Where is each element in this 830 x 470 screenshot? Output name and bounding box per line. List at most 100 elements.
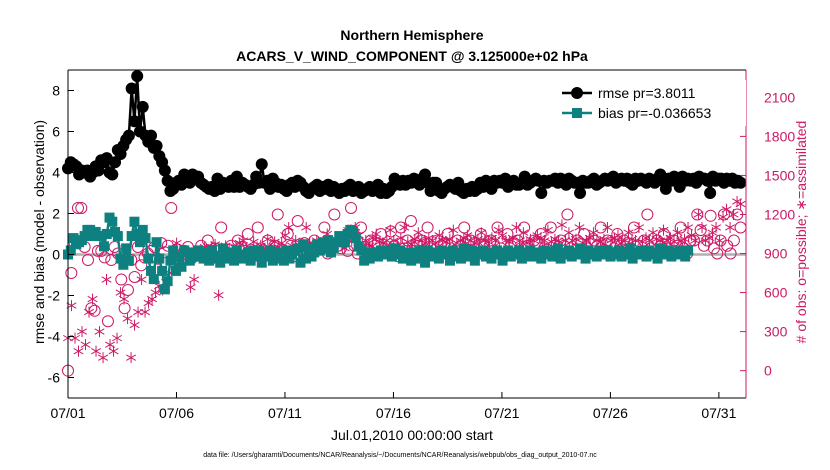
bias-point xyxy=(190,251,201,262)
rmse-point xyxy=(535,187,548,199)
bias-point xyxy=(226,247,237,258)
bias-point xyxy=(118,259,129,270)
bias-point xyxy=(96,231,107,242)
bias-point xyxy=(563,245,574,256)
bias-point xyxy=(497,255,508,266)
rmse-point xyxy=(704,187,717,199)
bias-point xyxy=(555,253,566,264)
obs-possible-point xyxy=(674,221,687,234)
obs-assimilated-point xyxy=(718,211,729,223)
bias-point xyxy=(652,253,663,264)
bias-point xyxy=(245,255,256,266)
obs-assimilated-point xyxy=(728,208,739,220)
obs-possible-point xyxy=(328,208,341,221)
bias-point xyxy=(140,233,151,244)
bias-point xyxy=(170,265,181,276)
bias-point xyxy=(503,245,514,256)
obs-assimilated-point xyxy=(87,293,98,305)
bias-point xyxy=(494,247,505,258)
obs-assimilated-point xyxy=(94,326,105,338)
rmse-series-layer xyxy=(62,70,747,199)
obs-assimilated-point xyxy=(697,221,708,233)
obs-possible-point xyxy=(135,259,148,272)
obs-assimilated-point xyxy=(672,227,683,239)
bias-point xyxy=(406,255,417,266)
obs-assimilated-point xyxy=(140,306,151,318)
bias-point xyxy=(253,245,264,256)
bias-point xyxy=(298,239,309,250)
bias-point xyxy=(420,257,431,268)
bias-point xyxy=(276,247,287,258)
bias-point xyxy=(85,224,96,235)
bias-point xyxy=(278,255,289,266)
bias-point xyxy=(123,255,134,266)
obs-assimilated-point xyxy=(721,203,732,215)
bias-point xyxy=(159,284,170,295)
bias-point xyxy=(320,243,331,254)
obs-assimilated-point xyxy=(98,352,109,364)
y2-tick-label: 1800 xyxy=(764,128,795,144)
bias-point xyxy=(314,245,325,256)
obs-assimilated-point xyxy=(556,219,567,231)
x-tick-label: 07/16 xyxy=(376,405,411,421)
obs-assimilated-point xyxy=(644,235,655,247)
bias-point xyxy=(198,253,209,264)
rmse-point xyxy=(158,164,171,177)
bias-point xyxy=(456,253,467,264)
obs-assimilated-point xyxy=(476,227,487,239)
obs-assimilated-point xyxy=(693,208,704,220)
bias-point xyxy=(442,249,453,260)
rmse-point xyxy=(136,100,149,113)
obs-assimilated-point xyxy=(630,235,641,247)
obs-possible-point xyxy=(687,234,700,247)
bias-point xyxy=(572,249,583,260)
bias-point xyxy=(453,247,464,258)
obs-assimilated-point xyxy=(507,232,518,244)
obs-assimilated-point xyxy=(189,274,200,286)
x-tick-label: 07/06 xyxy=(159,405,194,421)
y-tick-label: -4 xyxy=(48,329,61,345)
bias-point xyxy=(168,245,179,256)
obs-possible-point xyxy=(65,267,78,280)
obs-assimilated-point xyxy=(448,224,459,236)
y2-tick-label: 0 xyxy=(764,363,772,379)
bias-point xyxy=(403,249,414,260)
y2-tick-label: 1500 xyxy=(764,167,795,183)
x-tick-label: 07/31 xyxy=(701,405,736,421)
bias-point xyxy=(591,251,602,262)
bias-point xyxy=(295,257,306,268)
y2-tick-label: 1200 xyxy=(764,206,795,222)
y-tick-label: 6 xyxy=(52,124,60,140)
bias-point xyxy=(467,245,478,256)
chart-title: Northern Hemisphere xyxy=(340,27,483,43)
bias-point xyxy=(101,229,112,239)
bias-point xyxy=(444,255,455,266)
y-tick-label: -6 xyxy=(48,370,61,386)
obs-possible-point xyxy=(165,201,178,214)
legend-rmse-marker xyxy=(571,87,583,99)
bias-point xyxy=(217,243,228,254)
bias-point xyxy=(309,247,320,258)
bias-point xyxy=(350,233,361,244)
legend: rmse pr=3.8011 bias pr=-0.036653 xyxy=(556,80,746,126)
bias-series-layer xyxy=(63,212,693,295)
bias-point xyxy=(132,229,143,239)
bias-point xyxy=(649,247,660,258)
obs-assimilated-point xyxy=(542,224,553,236)
obs-assimilated-point xyxy=(563,227,574,239)
rmse-point xyxy=(574,187,587,199)
obs-assimilated-point xyxy=(262,233,273,245)
obs-assimilated-point xyxy=(714,235,725,247)
legend-rmse-label: rmse pr=3.8011 xyxy=(598,85,696,101)
obs-assimilated-point xyxy=(539,235,550,247)
y-axis-label: rmse and bias (model - observation) xyxy=(31,120,47,344)
y-tick-label: 4 xyxy=(52,165,60,181)
x-axis-label: Jul.01,2010 00:00:00 start xyxy=(331,427,493,443)
obs-assimilated-point xyxy=(633,221,645,233)
obs-possible-point xyxy=(421,221,434,234)
obs-assimilated-point xyxy=(84,306,95,318)
obs-assimilated-point xyxy=(108,345,119,357)
bias-point xyxy=(359,255,370,266)
bias-point xyxy=(107,216,118,227)
legend-bias-label: bias pr=-0.036653 xyxy=(598,105,711,121)
